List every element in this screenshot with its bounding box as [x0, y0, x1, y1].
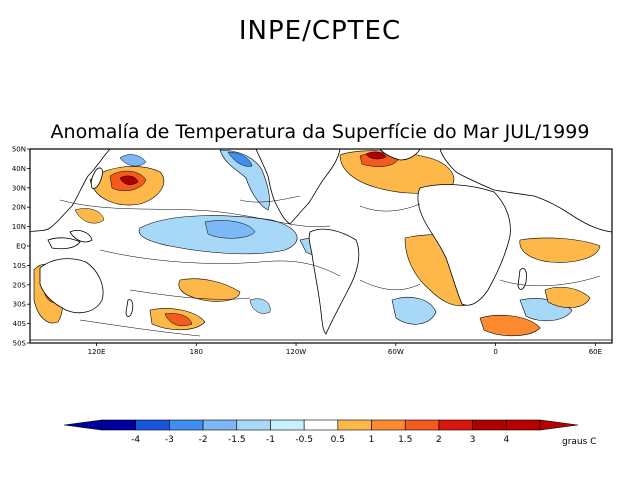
colorbar-label: -1	[266, 435, 275, 445]
lat-label: 10N	[12, 223, 26, 231]
colorbar-label: 1	[369, 435, 375, 445]
colorbar-label: -4	[131, 435, 140, 445]
map-title: Anomalía de Temperatura da Superfície do…	[50, 121, 590, 143]
colorbar-segment	[472, 419, 507, 431]
colorbar-arrow-right	[539, 419, 579, 431]
colorbar-label: 1.5	[398, 435, 412, 445]
lat-label: 20N	[12, 204, 26, 212]
map-field	[30, 149, 612, 343]
south-america	[308, 228, 360, 335]
colorbar-segment	[236, 419, 271, 431]
colorbar: -4 -3 -2 -1.5 -1 -0.5 0.5 1 1.5 2 3 4	[63, 419, 579, 445]
longitude-axis: 120E 180 120W 60W 0 60E	[88, 343, 602, 356]
colorbar-label: 3	[470, 435, 476, 445]
colorbar-label: -1.5	[228, 435, 246, 445]
new-zealand	[125, 299, 134, 317]
lon-label: 120W	[286, 348, 306, 356]
lat-label: 20S	[13, 281, 27, 289]
lat-label: 50N	[12, 146, 26, 154]
colorbar-segment	[303, 419, 339, 431]
colorbar-label: -2	[199, 435, 208, 445]
lat-label: 50S	[13, 340, 27, 348]
madagascar	[517, 268, 527, 290]
lat-label: 10S	[13, 262, 27, 270]
colorbar-label: -3	[165, 435, 174, 445]
lat-label: 40S	[13, 320, 27, 328]
page-title: INPE/CPTEC	[238, 16, 402, 46]
australia	[39, 258, 104, 314]
lat-label: EQ	[16, 243, 26, 251]
colorbar-segment	[135, 419, 170, 431]
land-masses	[30, 149, 612, 343]
lat-label: 30S	[13, 301, 27, 309]
greenland	[379, 149, 421, 161]
lon-label: 60W	[388, 348, 404, 356]
lat-label: 30N	[12, 184, 26, 192]
colorbar-unit: graus C	[562, 437, 596, 447]
colorbar-label: 4	[503, 435, 509, 445]
colorbar-segment	[101, 419, 136, 431]
colorbar-segment	[371, 419, 406, 431]
maritime-continent	[47, 230, 93, 250]
colorbar-segment	[404, 419, 440, 431]
africa	[417, 184, 511, 306]
colorbar-label: 2	[436, 435, 442, 445]
colorbar-segment	[337, 419, 372, 431]
colorbar-segment	[506, 419, 541, 431]
latitude-axis: 50N 40N 30N 20N 10N EQ 10S 20S 30S 40S 50S	[12, 146, 30, 348]
colorbar-label: 0.5	[331, 435, 345, 445]
colorbar-segment	[169, 419, 204, 431]
antarctica	[30, 339, 612, 343]
colorbar-arrow-left	[63, 419, 103, 431]
lon-label: 60E	[589, 348, 602, 356]
lon-label: 120E	[88, 348, 106, 356]
colorbar-segment	[438, 419, 473, 431]
colorbar-segment	[270, 419, 305, 431]
lat-label: 40N	[12, 165, 26, 173]
colorbar-segment	[202, 419, 238, 431]
eurasia	[439, 149, 612, 233]
colorbar-label: -0.5	[295, 435, 313, 445]
cold-anomaly-regions	[119, 149, 573, 325]
zero-contours	[59, 195, 601, 337]
lon-label: 180	[190, 348, 203, 356]
lon-label: 0	[493, 348, 497, 356]
asia-coast	[30, 149, 111, 233]
japan	[90, 167, 103, 189]
